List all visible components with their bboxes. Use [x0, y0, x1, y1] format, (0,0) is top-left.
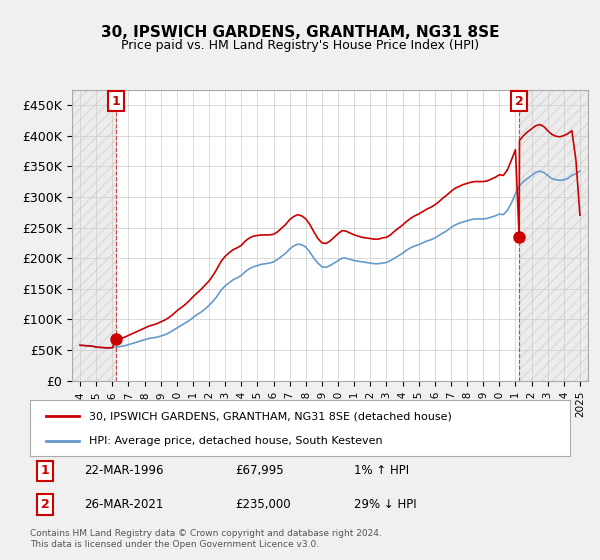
Text: 2: 2 [41, 498, 50, 511]
Text: 26-MAR-2021: 26-MAR-2021 [84, 498, 163, 511]
Text: 2: 2 [515, 95, 524, 108]
Text: 29% ↓ HPI: 29% ↓ HPI [354, 498, 416, 511]
Text: Contains HM Land Registry data © Crown copyright and database right 2024.
This d: Contains HM Land Registry data © Crown c… [30, 529, 382, 549]
Bar [72, 90, 116, 381]
Text: 22-MAR-1996: 22-MAR-1996 [84, 464, 163, 477]
Text: £235,000: £235,000 [235, 498, 291, 511]
Text: 1: 1 [112, 95, 121, 108]
Text: 1: 1 [41, 464, 50, 477]
Text: HPI: Average price, detached house, South Kesteven: HPI: Average price, detached house, Sout… [89, 436, 383, 446]
Bar [519, 90, 588, 381]
Text: Price paid vs. HM Land Registry's House Price Index (HPI): Price paid vs. HM Land Registry's House … [121, 39, 479, 52]
Text: 30, IPSWICH GARDENS, GRANTHAM, NG31 8SE (detached house): 30, IPSWICH GARDENS, GRANTHAM, NG31 8SE … [89, 411, 452, 421]
Text: £67,995: £67,995 [235, 464, 284, 477]
Text: 1% ↑ HPI: 1% ↑ HPI [354, 464, 409, 477]
Text: 30, IPSWICH GARDENS, GRANTHAM, NG31 8SE: 30, IPSWICH GARDENS, GRANTHAM, NG31 8SE [101, 25, 499, 40]
